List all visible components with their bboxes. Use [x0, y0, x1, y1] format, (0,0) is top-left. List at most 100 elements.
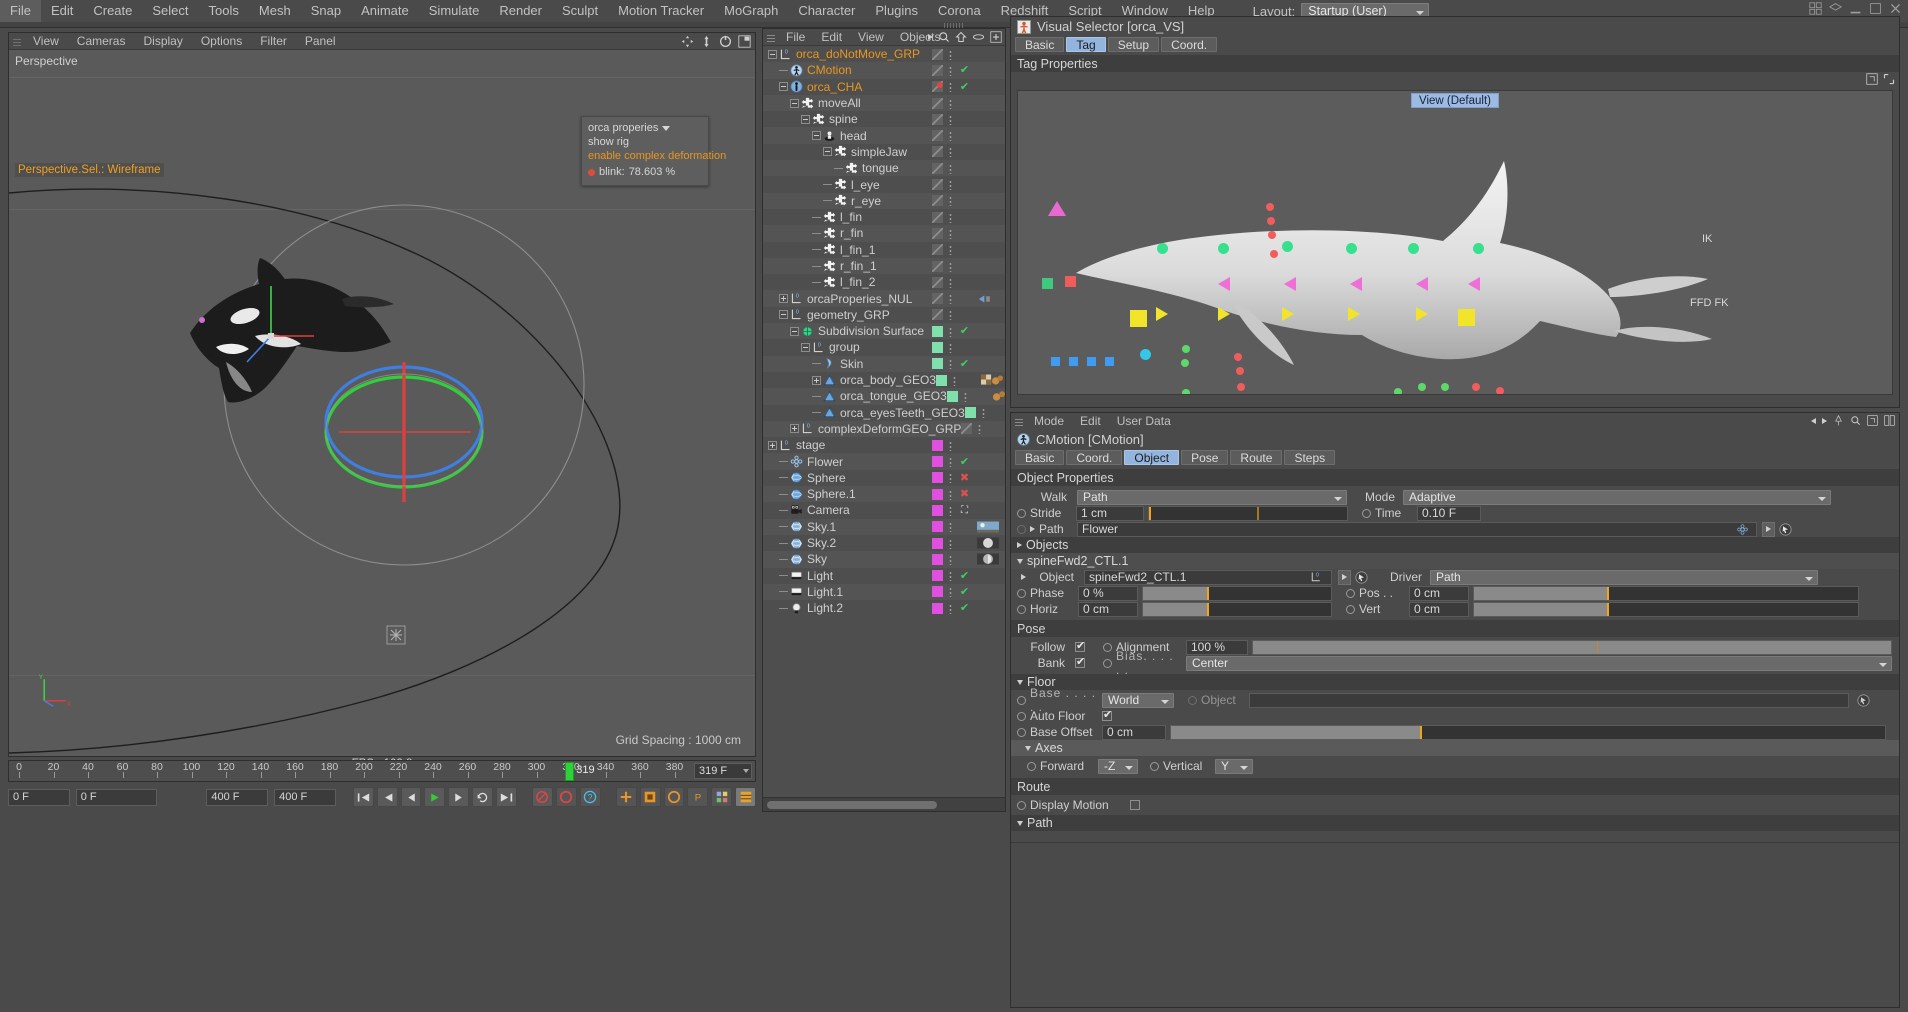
phase-slider[interactable] — [1142, 585, 1332, 601]
add-keyframe-button[interactable] — [615, 787, 637, 807]
base-offset-radio[interactable] — [1017, 727, 1026, 737]
material-tag[interactable] — [977, 81, 1001, 93]
visibility-dots[interactable] — [949, 488, 952, 500]
object-row[interactable]: l_fin — [763, 209, 1005, 225]
object-tag[interactable] — [987, 423, 1000, 435]
horiz-slider[interactable] — [1142, 601, 1332, 617]
material-tag[interactable] — [977, 456, 1001, 468]
max-frame-field[interactable]: 400 F — [274, 788, 336, 806]
object-name[interactable]: orca_eyesTeeth_GEO3 — [840, 405, 965, 420]
path-expand-button[interactable] — [1762, 521, 1775, 537]
object-name[interactable]: Skin — [840, 356, 864, 371]
material-tag[interactable] — [977, 309, 1001, 321]
visibility-swatch[interactable] — [932, 537, 943, 549]
object-tag[interactable]: ✔ — [959, 602, 970, 615]
material-tag[interactable] — [977, 521, 1001, 533]
object-name[interactable]: orca_CHA — [807, 79, 863, 94]
visibility-swatch[interactable] — [932, 341, 943, 353]
pos-field[interactable]: 0 cm — [1409, 585, 1469, 601]
object-manager-hscrollbar[interactable] — [763, 797, 1005, 811]
visibility-dots[interactable] — [949, 244, 952, 256]
selector-marker[interactable] — [1441, 383, 1449, 391]
object-name[interactable]: Flower — [807, 454, 844, 469]
selector-marker[interactable] — [1065, 276, 1076, 287]
walk-dropdown[interactable]: Path — [1077, 489, 1347, 505]
record-indicator-dot[interactable] — [937, 81, 943, 88]
object-name[interactable]: moveAll — [818, 96, 861, 111]
visibility-swatch[interactable] — [932, 439, 943, 451]
visibility-dots[interactable] — [949, 97, 952, 109]
visibility-swatch[interactable] — [932, 260, 943, 272]
selector-marker[interactable] — [1416, 277, 1428, 291]
autokey-button[interactable] — [532, 787, 553, 807]
tree-expander[interactable] — [779, 82, 788, 92]
base-radio[interactable] — [1017, 695, 1026, 705]
visibility-swatch[interactable] — [936, 374, 948, 386]
tree-expander[interactable] — [801, 114, 810, 124]
visibility-dots[interactable] — [949, 521, 952, 533]
visibility-swatch[interactable] — [932, 586, 943, 598]
visibility-swatch[interactable] — [932, 195, 943, 207]
object-row[interactable]: Light.1 ✔ — [763, 583, 1005, 601]
prev-keyframe-button[interactable] — [376, 787, 398, 807]
hud-show-rig[interactable]: show rig — [588, 136, 629, 148]
display-motion-radio[interactable] — [1017, 800, 1026, 810]
horiz-field[interactable]: 0 cm — [1078, 601, 1138, 617]
menu-item-mesh[interactable]: Mesh — [258, 3, 291, 18]
path-collapse-icon[interactable] — [1017, 820, 1023, 826]
attr-menu-edit[interactable]: Edit — [1080, 414, 1101, 428]
selector-marker[interactable] — [1237, 383, 1245, 391]
material-tag[interactable] — [977, 276, 1001, 288]
tree-expander[interactable] — [768, 49, 777, 59]
floor-object-radio[interactable] — [1188, 695, 1197, 705]
floor-object-field[interactable] — [1249, 692, 1849, 708]
step-forward-button[interactable] — [448, 787, 470, 807]
object-row[interactable]: orca_tongue_GEO3 — [763, 388, 1005, 405]
plus-box-icon[interactable] — [990, 31, 1002, 43]
selector-marker[interactable] — [1284, 277, 1296, 291]
tree-expander[interactable] — [790, 326, 799, 336]
visibility-swatch[interactable] — [932, 309, 943, 321]
object-tag[interactable]: ✔ — [959, 64, 970, 77]
object-tag[interactable]: ✔ — [959, 585, 970, 598]
selector-marker[interactable] — [1496, 387, 1504, 394]
object-tag[interactable] — [958, 553, 971, 565]
phase-field[interactable]: 0 % — [1078, 585, 1138, 601]
attr-tab-pose[interactable]: Pose — [1181, 450, 1229, 465]
object-row[interactable]: Sky.1 — [763, 518, 1005, 535]
om-menu-view[interactable]: View — [858, 29, 884, 44]
visibility-swatch[interactable] — [932, 162, 943, 174]
vert-radio[interactable] — [1346, 604, 1355, 614]
back-arrow-icon[interactable] — [1811, 417, 1816, 424]
object-tag[interactable] — [958, 260, 971, 272]
visibility-swatch[interactable] — [932, 602, 943, 614]
viewport-menu-options[interactable]: Options — [200, 33, 243, 48]
timeline-playhead[interactable] — [565, 762, 575, 781]
object-name[interactable]: CMotion — [807, 63, 852, 78]
menu-item-corona[interactable]: Corona — [938, 3, 981, 18]
object-tag[interactable] — [958, 130, 971, 142]
object-name[interactable]: orca_body_GEO3 — [840, 373, 937, 388]
overflow-arrow-icon[interactable] — [928, 34, 933, 40]
selector-marker[interactable] — [1348, 307, 1360, 321]
object-name[interactable]: Sphere.1 — [807, 487, 856, 502]
pin-icon[interactable] — [1833, 415, 1844, 426]
visibility-swatch[interactable] — [932, 325, 943, 337]
material-tag[interactable] — [977, 537, 1001, 549]
object-name[interactable]: l_fin_2 — [840, 275, 876, 290]
visibility-dots[interactable] — [949, 260, 952, 272]
object-name[interactable]: geometry_GRP — [807, 307, 890, 322]
selector-marker[interactable] — [1350, 277, 1362, 291]
material-tag[interactable] — [977, 472, 1001, 484]
visibility-dots[interactable] — [949, 602, 952, 614]
viewport-menu-panel[interactable]: Panel — [304, 33, 336, 48]
horiz-radio[interactable] — [1017, 604, 1026, 614]
object-row[interactable]: Sphere.1 ✖ — [763, 486, 1005, 503]
visibility-dots[interactable] — [949, 570, 952, 582]
selector-marker[interactable] — [1156, 307, 1168, 321]
selector-marker[interactable] — [1473, 243, 1484, 254]
selector-marker[interactable] — [1182, 345, 1190, 353]
object-row[interactable]: l_eye — [763, 176, 1005, 192]
time-field[interactable]: 0.10 F — [1417, 505, 1481, 521]
group-objects[interactable]: Objects — [1011, 537, 1899, 553]
